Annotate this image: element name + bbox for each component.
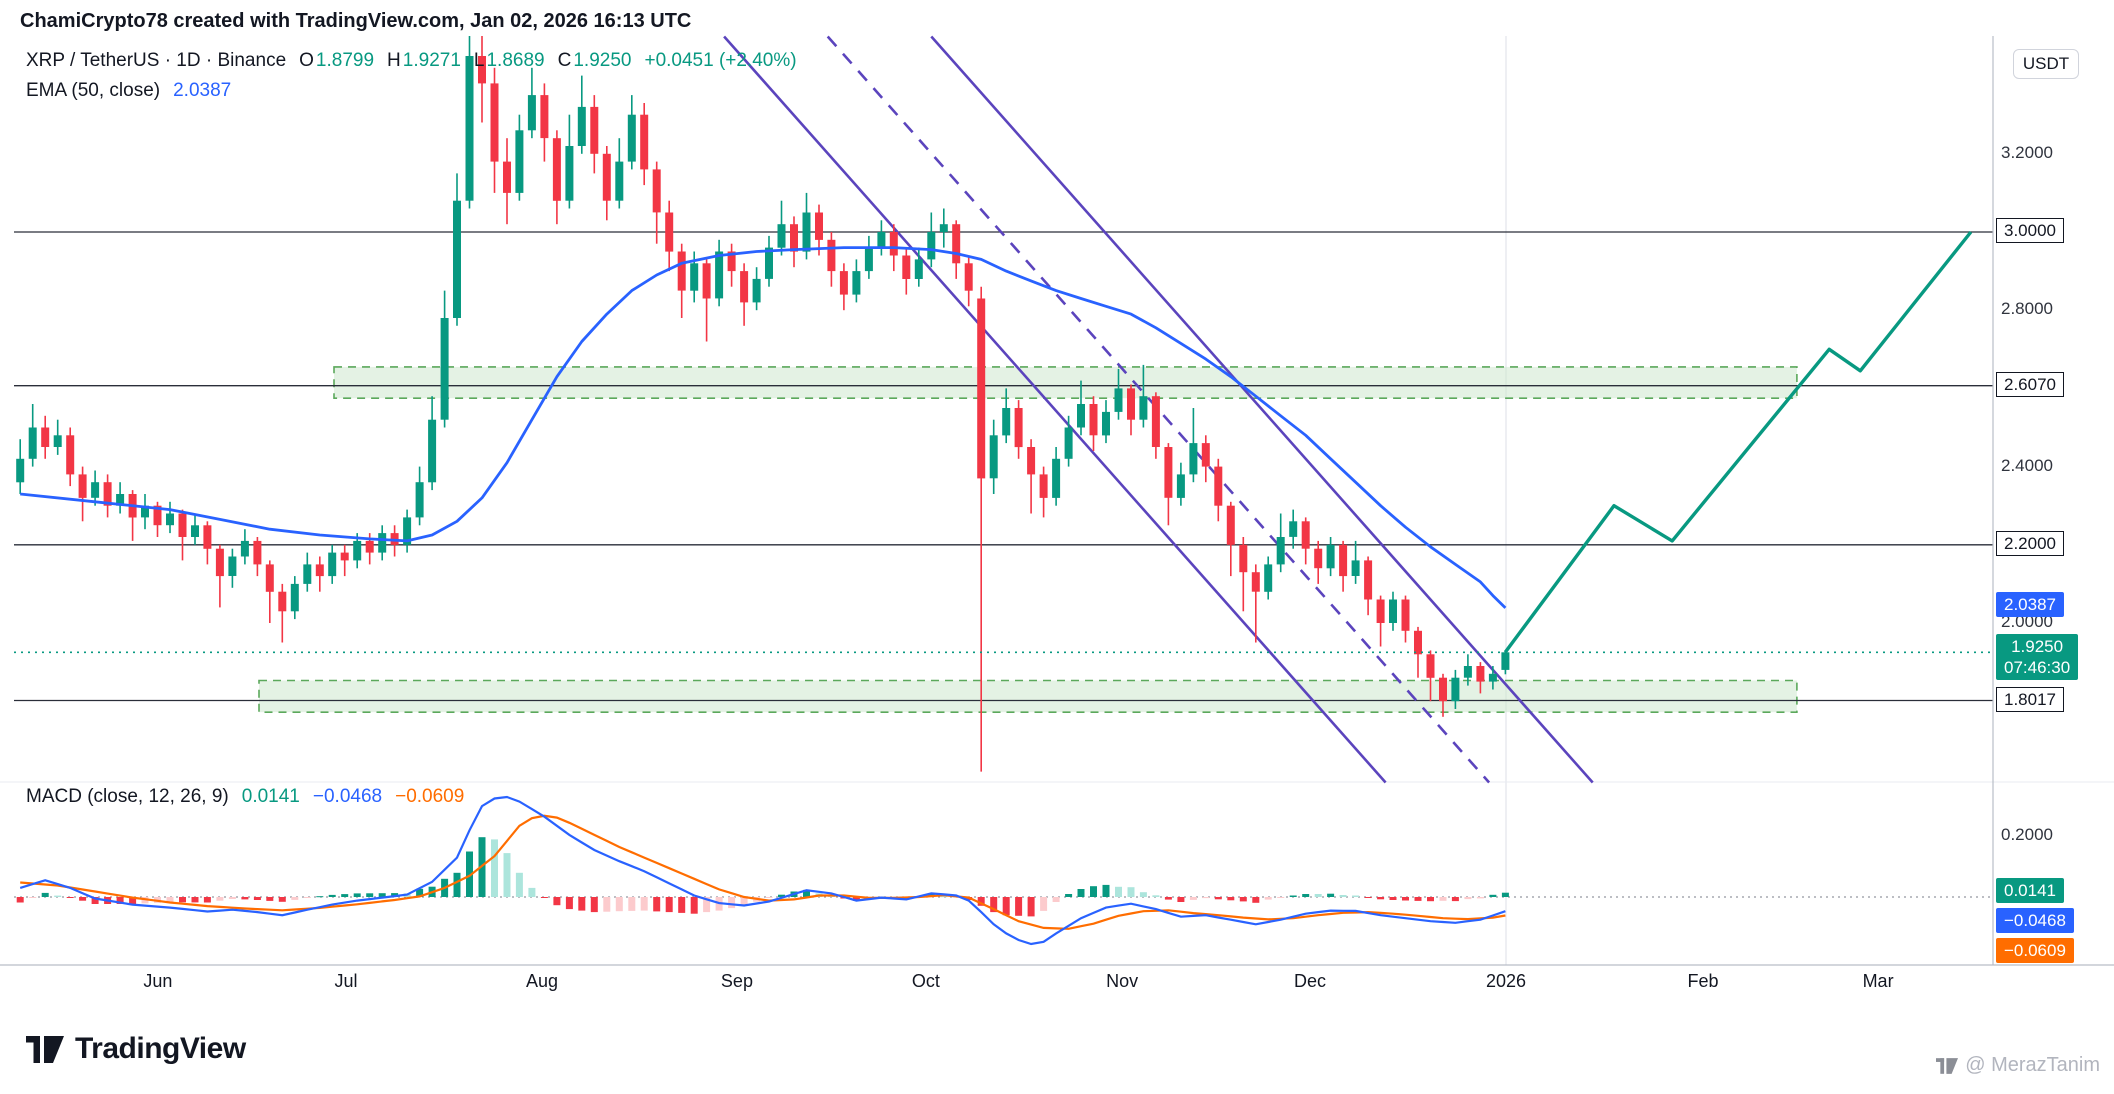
ema-value: 2.0387 xyxy=(173,80,232,101)
symbol-title[interactable]: XRP / TetherUS · 1D · Binance xyxy=(26,50,287,71)
tradingview-mark-icon xyxy=(1936,1057,1959,1074)
close-key: C xyxy=(557,50,572,71)
macd-signal-value: −0.0609 xyxy=(395,786,465,807)
high-key: H xyxy=(387,50,401,71)
macd-legend-row: MACD (close, 12, 26, 9) 0.0141 −0.0468 −… xyxy=(26,786,464,808)
macd-hist-value: 0.0141 xyxy=(241,786,300,807)
ohlc-open: O 1.8799 xyxy=(299,50,374,72)
ohlc-high: H 1.9271 xyxy=(387,50,461,72)
high-value: 1.9271 xyxy=(402,50,461,71)
low-value: 1.8689 xyxy=(486,50,545,71)
open-value: 1.8799 xyxy=(315,50,375,71)
ema-legend-row: EMA (50, close) 2.0387 xyxy=(26,80,231,102)
low-key: L xyxy=(473,50,485,71)
ohlc-low: L 1.8689 xyxy=(474,50,545,72)
macd-line-value: −0.0468 xyxy=(312,786,383,807)
ohlc-close: C 1.9250 xyxy=(558,50,632,72)
open-key: O xyxy=(299,50,314,71)
watermark-text: @ MerazTanim xyxy=(1965,1054,2100,1076)
change-value: +0.0451 (+2.40%) xyxy=(644,50,797,71)
close-value: 1.9250 xyxy=(573,50,632,71)
author-watermark: @ MerazTanim xyxy=(1936,1054,2100,1077)
macd-indicator-title[interactable]: MACD (close, 12, 26, 9) xyxy=(26,786,229,807)
tradingview-logo-icon xyxy=(26,1035,64,1063)
currency-toggle-button[interactable]: USDT xyxy=(2013,49,2079,79)
ema-indicator-title[interactable]: EMA (50, close) xyxy=(26,80,161,101)
brand-wordmark: TradingView xyxy=(75,1032,246,1065)
tradingview-brand[interactable]: TradingView xyxy=(26,1032,246,1066)
attribution-header: ChamiCrypto78 created with TradingView.c… xyxy=(20,10,692,32)
